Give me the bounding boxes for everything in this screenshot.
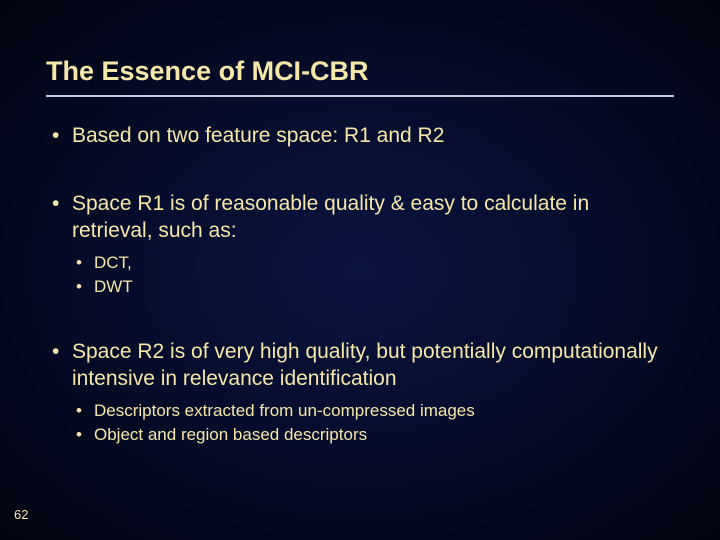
bullet-list-level1: Based on two feature space: R1 and R2 Sp… bbox=[46, 123, 674, 445]
sub-bullet-item: DWT bbox=[72, 276, 674, 298]
slide-title: The Essence of MCI-CBR bbox=[46, 56, 674, 97]
bullet-list-level2: Descriptors extracted from un-compressed… bbox=[72, 400, 674, 446]
slide-container: The Essence of MCI-CBR Based on two feat… bbox=[0, 0, 720, 540]
bullet-text: Space R1 is of reasonable quality & easy… bbox=[72, 192, 589, 241]
bullet-text: Based on two feature space: R1 and R2 bbox=[72, 124, 444, 147]
bullet-text: Space R2 is of very high quality, but po… bbox=[72, 340, 658, 389]
sub-bullet-item: DCT, bbox=[72, 252, 674, 274]
sub-bullet-item: Object and region based descriptors bbox=[72, 424, 674, 446]
sub-bullet-item: Descriptors extracted from un-compressed… bbox=[72, 400, 674, 422]
bullet-item: Space R2 is of very high quality, but po… bbox=[46, 339, 674, 445]
bullet-item: Based on two feature space: R1 and R2 bbox=[46, 123, 674, 149]
bullet-item: Space R1 is of reasonable quality & easy… bbox=[46, 191, 674, 297]
bullet-list-level2: DCT, DWT bbox=[72, 252, 674, 298]
page-number: 62 bbox=[14, 507, 28, 522]
